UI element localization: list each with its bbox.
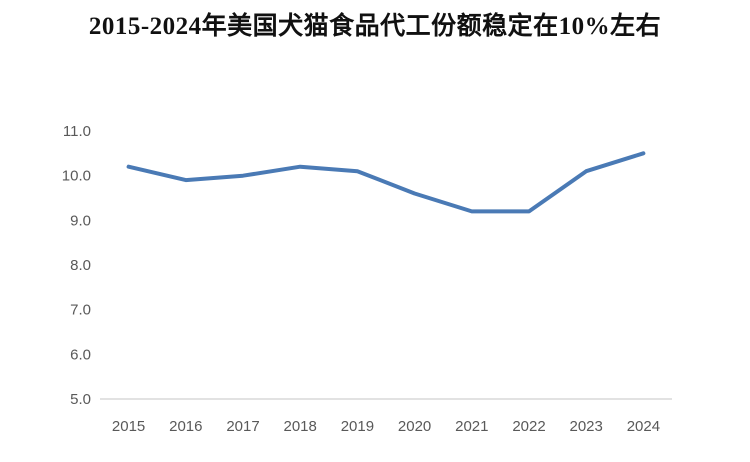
- x-axis-tick-label: 2020: [398, 418, 431, 435]
- x-axis-tick-label: 2019: [341, 418, 374, 435]
- y-axis-tick-label: 9.0: [70, 212, 91, 229]
- y-axis-tick-label: 11.0: [63, 123, 91, 140]
- y-axis-tick-label: 10.0: [62, 168, 91, 185]
- y-axis-tick-label: 8.0: [70, 257, 91, 274]
- y-axis-tick-label: 5.0: [70, 391, 91, 408]
- x-axis-tick-label: 2024: [627, 418, 660, 435]
- x-axis-tick-label: 2017: [226, 418, 259, 435]
- x-axis-tick-label: 2015: [112, 418, 145, 435]
- y-axis-tick-label: 7.0: [70, 302, 91, 319]
- x-axis-tick-label: 2016: [169, 418, 202, 435]
- x-axis-tick-label: 2018: [284, 418, 317, 435]
- x-axis-tick-label: 2022: [512, 418, 545, 435]
- data-line: [126, 151, 646, 214]
- x-axis-tick-label: 2021: [455, 418, 488, 435]
- chart-title: 2015-2024年美国犬猫食品代工份额稳定在10%左右: [88, 13, 662, 40]
- y-axis-tick-label: 6.0: [70, 346, 91, 363]
- x-axis-tick-label: 2023: [570, 418, 603, 435]
